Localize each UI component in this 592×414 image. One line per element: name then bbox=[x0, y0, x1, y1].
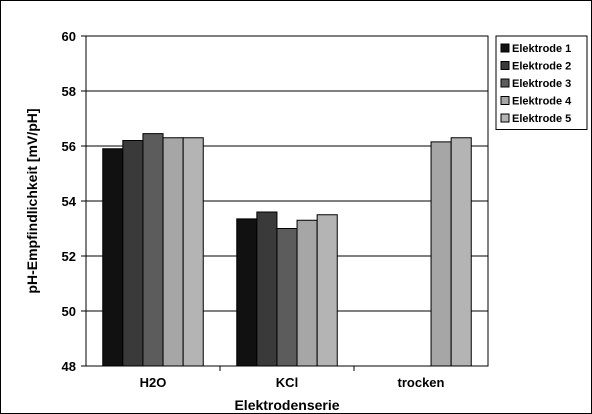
y-tick-label: 48 bbox=[62, 359, 76, 374]
y-axis-ticks: 48 50 52 54 56 58 60 bbox=[62, 29, 86, 374]
bar-kcl-elektrode-2 bbox=[256, 211, 278, 367]
bar-h2o-elektrode-2 bbox=[122, 140, 144, 367]
y-tick-label: 52 bbox=[62, 249, 76, 264]
legend-swatch bbox=[500, 43, 510, 53]
y-tick-label: 56 bbox=[62, 139, 76, 154]
legend-label: Elektrode 4 bbox=[512, 96, 572, 108]
y-tick-label: 58 bbox=[62, 84, 76, 99]
bar-h2o-elektrode-5 bbox=[182, 137, 204, 367]
legend-swatch bbox=[500, 113, 510, 123]
bar-h2o-elektrode-4 bbox=[162, 137, 184, 367]
x-axis-title: Elektrodenserie bbox=[234, 397, 339, 413]
x-tick-label: H2O bbox=[140, 375, 167, 390]
x-axis-ticks: H2O KCl trocken bbox=[140, 366, 445, 390]
legend-box bbox=[495, 35, 588, 130]
bar-h2o-elektrode-1 bbox=[102, 148, 124, 367]
bars bbox=[102, 133, 472, 367]
x-tick-label: trocken bbox=[398, 375, 445, 390]
legend-label: Elektrode 5 bbox=[512, 113, 571, 125]
legend-swatch bbox=[500, 61, 510, 70]
legend: Elektrode 1 Elektrode 2 Elektrode 3 Elektro… bbox=[495, 35, 588, 130]
bar-trocken-elektrode-4 bbox=[430, 141, 452, 367]
bar-kcl-elektrode-5 bbox=[316, 214, 338, 367]
y-tick-label: 60 bbox=[62, 29, 76, 44]
legend-swatch bbox=[500, 78, 510, 88]
legend-label: Elektrode 3 bbox=[512, 78, 571, 90]
bar-trocken-elektrode-5 bbox=[450, 137, 472, 367]
bar-kcl-elektrode-1 bbox=[236, 218, 258, 367]
bar-kcl-elektrode-4 bbox=[296, 219, 318, 367]
legend-label: Elektrode 1 bbox=[512, 43, 571, 55]
y-tick-label: 54 bbox=[62, 194, 77, 209]
bar-kcl-elektrode-3 bbox=[276, 228, 298, 367]
y-axis-title: pH-Empfindlichkeit [mV/pH] bbox=[24, 108, 40, 293]
legend-label: Elektrode 2 bbox=[512, 61, 571, 73]
y-tick-label: 50 bbox=[62, 304, 76, 319]
legend-swatch bbox=[500, 96, 510, 105]
x-tick-label: KCl bbox=[276, 375, 298, 390]
bar-h2o-elektrode-3 bbox=[142, 133, 164, 367]
